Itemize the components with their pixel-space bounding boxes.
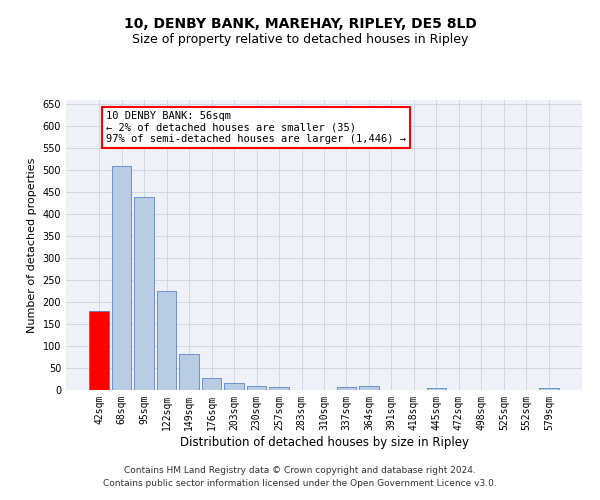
Bar [427, 388, 446, 390]
Bar [134, 196, 154, 390]
Bar [337, 387, 356, 390]
Y-axis label: Number of detached properties: Number of detached properties [27, 158, 37, 332]
Bar [269, 387, 289, 390]
Bar [179, 354, 199, 390]
X-axis label: Distribution of detached houses by size in Ripley: Distribution of detached houses by size … [179, 436, 469, 448]
Bar [157, 291, 176, 390]
Bar [359, 386, 379, 390]
Bar [247, 386, 266, 390]
Bar [112, 166, 131, 390]
Text: 10, DENBY BANK, MAREHAY, RIPLEY, DE5 8LD: 10, DENBY BANK, MAREHAY, RIPLEY, DE5 8LD [124, 18, 476, 32]
Text: Contains HM Land Registry data © Crown copyright and database right 2024.
Contai: Contains HM Land Registry data © Crown c… [103, 466, 497, 487]
Text: Size of property relative to detached houses in Ripley: Size of property relative to detached ho… [132, 32, 468, 46]
Bar [224, 384, 244, 390]
Bar [89, 311, 109, 390]
Bar [202, 378, 221, 390]
Text: 10 DENBY BANK: 56sqm
← 2% of detached houses are smaller (35)
97% of semi-detach: 10 DENBY BANK: 56sqm ← 2% of detached ho… [106, 111, 406, 144]
Bar [539, 388, 559, 390]
